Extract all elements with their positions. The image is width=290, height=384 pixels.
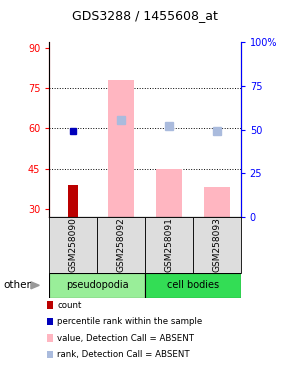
Text: cell bodies: cell bodies: [167, 280, 219, 290]
FancyBboxPatch shape: [145, 217, 193, 273]
Text: GDS3288 / 1455608_at: GDS3288 / 1455608_at: [72, 9, 218, 22]
Polygon shape: [31, 282, 39, 289]
Text: count: count: [57, 301, 82, 310]
FancyBboxPatch shape: [193, 217, 241, 273]
FancyBboxPatch shape: [145, 273, 241, 298]
Text: percentile rank within the sample: percentile rank within the sample: [57, 317, 203, 326]
Bar: [47, 334, 53, 342]
Text: GSM258092: GSM258092: [117, 217, 126, 272]
FancyBboxPatch shape: [49, 273, 145, 298]
Bar: [108, 80, 134, 217]
Text: pseudopodia: pseudopodia: [66, 280, 128, 290]
Text: GSM258090: GSM258090: [69, 217, 78, 272]
Text: other: other: [3, 280, 31, 290]
Bar: [156, 169, 182, 217]
Bar: [68, 185, 79, 217]
FancyBboxPatch shape: [97, 217, 145, 273]
Text: GSM258091: GSM258091: [164, 217, 173, 272]
Bar: [47, 351, 53, 359]
Text: value, Detection Call = ABSENT: value, Detection Call = ABSENT: [57, 334, 194, 343]
Text: GSM258093: GSM258093: [212, 217, 221, 272]
Bar: [204, 187, 230, 217]
Bar: [47, 318, 53, 326]
Text: rank, Detection Call = ABSENT: rank, Detection Call = ABSENT: [57, 350, 190, 359]
Bar: [47, 301, 53, 309]
FancyBboxPatch shape: [49, 217, 97, 273]
